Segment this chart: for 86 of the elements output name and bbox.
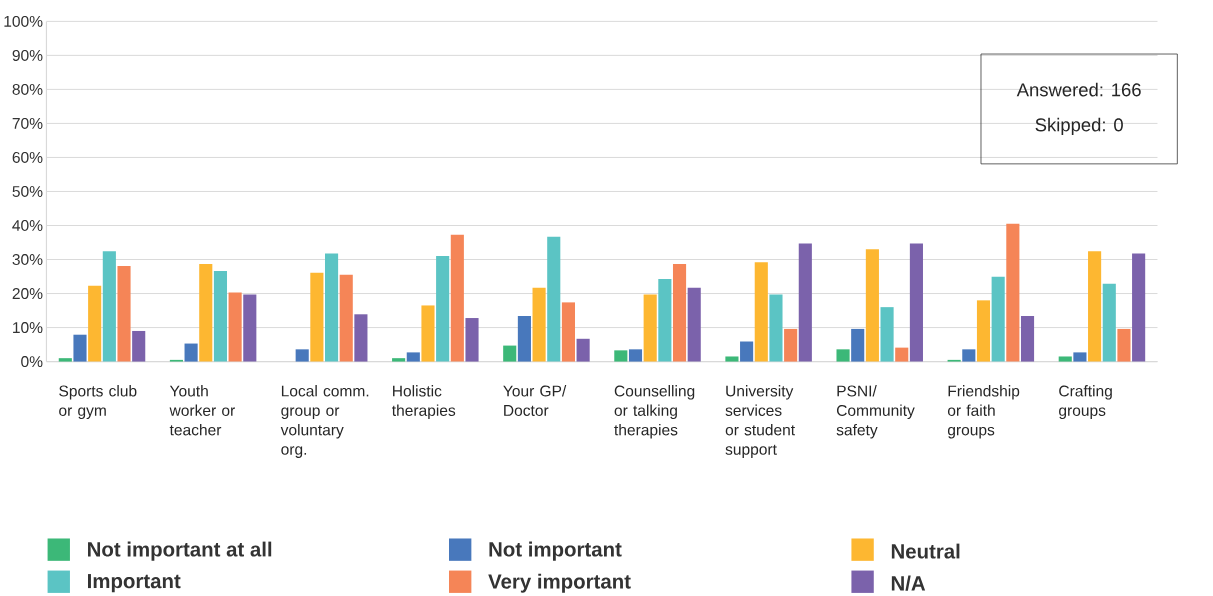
bar xyxy=(228,292,242,362)
bar xyxy=(614,350,628,362)
y-tick-label: 80% xyxy=(12,84,43,95)
bar xyxy=(909,243,923,362)
bar xyxy=(213,271,228,362)
x-tick-label: Youth worker or teacher xyxy=(169,385,235,436)
x-tick-label: Your GP/ Doctor xyxy=(503,385,567,417)
bar xyxy=(532,287,546,362)
x-tick-label: Crafting groups xyxy=(1059,385,1112,420)
legend-label: N/A xyxy=(891,575,926,591)
y-tick-label: 40% xyxy=(12,220,43,232)
legend-label: Not important at all xyxy=(88,541,272,561)
bar xyxy=(725,356,739,362)
bar xyxy=(798,243,812,362)
bar xyxy=(962,349,976,362)
y-tick-label: 0% xyxy=(21,356,43,368)
bar xyxy=(392,358,406,362)
y-tick-label: 30% xyxy=(12,254,43,266)
bar xyxy=(436,256,450,362)
bar xyxy=(1058,356,1072,362)
y-tick-label: 50% xyxy=(12,186,43,198)
bar xyxy=(561,302,575,362)
bar xyxy=(199,264,213,362)
y-tick-label: 20% xyxy=(12,288,43,300)
y-tick-label: 90% xyxy=(12,49,43,61)
bar xyxy=(295,349,309,362)
bar xyxy=(421,305,435,362)
bar xyxy=(880,307,894,362)
x-tick-label: Local comm. group or voluntary org. xyxy=(280,385,369,458)
annotation: Skipped: 0 xyxy=(1035,117,1123,136)
x-tick-label: Holistic therapies xyxy=(392,385,456,420)
bar xyxy=(310,272,324,362)
bar xyxy=(1073,352,1087,362)
bar xyxy=(1102,283,1116,362)
bar xyxy=(102,251,116,362)
bar xyxy=(58,358,72,362)
bar xyxy=(1020,316,1035,362)
y-tick-label: 60% xyxy=(12,152,43,164)
bar xyxy=(503,345,517,362)
y-tick-label: 10% xyxy=(13,322,43,334)
x-tick-label: University services or student support xyxy=(725,385,795,458)
bar xyxy=(628,349,643,362)
bar xyxy=(851,329,865,362)
bar xyxy=(450,234,464,362)
bar xyxy=(517,316,531,362)
legend-label: Neutral xyxy=(891,543,960,559)
bar xyxy=(547,236,561,362)
bar xyxy=(132,331,146,362)
x-tick-label: Sports club or gym xyxy=(59,385,137,420)
bar xyxy=(865,249,879,362)
bar xyxy=(769,294,783,362)
bar xyxy=(740,341,754,362)
y-tick-label: 70% xyxy=(12,118,43,130)
bar xyxy=(836,349,850,362)
bar xyxy=(895,347,909,362)
bar xyxy=(73,334,87,362)
x-tick-label: Friendship or faith groups xyxy=(947,385,1020,439)
x-tick-label: Counselling or talking therapies xyxy=(614,385,695,439)
x-tick-label: PSNI/ Community safety xyxy=(836,385,915,439)
bar xyxy=(117,266,131,362)
bar xyxy=(754,262,768,362)
bar xyxy=(643,294,657,362)
bar xyxy=(976,300,991,362)
y-tick-label: 100% xyxy=(4,15,43,27)
annotation: Answered: 166 xyxy=(1016,82,1141,97)
bar xyxy=(1006,223,1020,362)
bar xyxy=(243,294,257,362)
bar xyxy=(576,338,590,362)
bar xyxy=(406,352,420,362)
bar xyxy=(465,318,479,362)
bar xyxy=(324,253,339,362)
bar xyxy=(991,276,1005,362)
bar xyxy=(1132,253,1146,362)
legend-label: Important xyxy=(88,574,181,593)
bar xyxy=(88,285,102,362)
legend-label: Not important xyxy=(489,541,622,561)
bar xyxy=(672,264,687,362)
bar xyxy=(687,287,701,362)
bar xyxy=(1088,251,1102,362)
bar xyxy=(784,329,798,362)
bar xyxy=(354,314,368,362)
bar xyxy=(339,274,353,362)
bar xyxy=(184,343,198,362)
bar xyxy=(1117,329,1131,362)
legend-label: Very important xyxy=(488,573,631,593)
bar xyxy=(658,278,672,362)
